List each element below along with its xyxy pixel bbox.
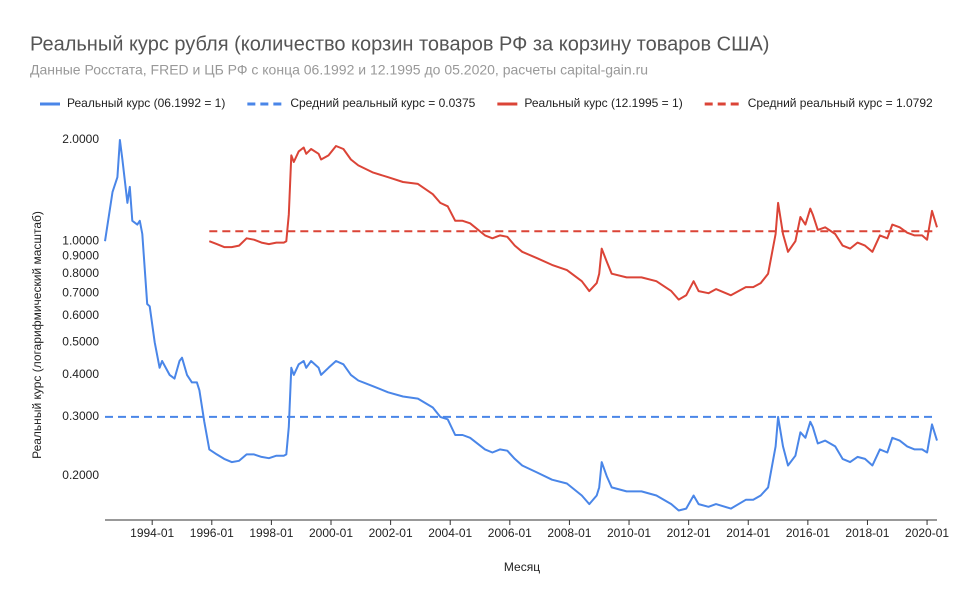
x-tick-label: 2006-01 xyxy=(488,526,532,540)
series-line xyxy=(208,145,938,301)
x-tick-label: 1996-01 xyxy=(190,526,234,540)
x-axis-label: Месяц xyxy=(504,560,540,574)
x-tick-label: 2004-01 xyxy=(428,526,472,540)
y-tick-label: 0.8000 xyxy=(62,266,99,280)
x-tick-label: 2016-01 xyxy=(786,526,830,540)
chart-title: Реальный курс рубля (количество корзин т… xyxy=(30,33,769,55)
x-tick-label: 1998-01 xyxy=(249,526,293,540)
x-tick-label: 2020-01 xyxy=(905,526,949,540)
y-tick-label: 2.0000 xyxy=(62,132,99,146)
y-tick-label: 0.4000 xyxy=(62,367,99,381)
chart-subtitle: Данные Росстата, FRED и ЦБ РФ с конца 06… xyxy=(30,62,648,78)
y-tick-label: 0.7000 xyxy=(62,285,99,299)
y-tick-label: 0.2000 xyxy=(62,468,99,482)
legend-label: Реальный курс (12.1995 = 1) xyxy=(524,96,682,110)
x-tick-label: 2000-01 xyxy=(309,526,353,540)
x-tick-label: 2002-01 xyxy=(369,526,413,540)
y-tick-label: 0.9000 xyxy=(62,249,99,263)
legend-label: Средний реальный курс = 0.0375 xyxy=(290,96,475,110)
y-tick-label: 0.3000 xyxy=(62,409,99,423)
y-tick-label: 1.0000 xyxy=(62,233,99,247)
x-tick-label: 2014-01 xyxy=(726,526,770,540)
x-tick-label: 2010-01 xyxy=(607,526,651,540)
x-tick-label: 2018-01 xyxy=(845,526,889,540)
series-line xyxy=(104,139,938,512)
x-tick-label: 2012-01 xyxy=(667,526,711,540)
y-axis-label: Реальный курс (логарифмический масштаб) xyxy=(30,211,44,459)
y-tick-label: 0.5000 xyxy=(62,334,99,348)
x-tick-label: 2008-01 xyxy=(547,526,591,540)
legend-label: Средний реальный курс = 1.0792 xyxy=(748,96,933,110)
legend-label: Реальный курс (06.1992 = 1) xyxy=(67,96,225,110)
x-tick-label: 1994-01 xyxy=(130,526,174,540)
y-tick-label: 0.6000 xyxy=(62,308,99,322)
